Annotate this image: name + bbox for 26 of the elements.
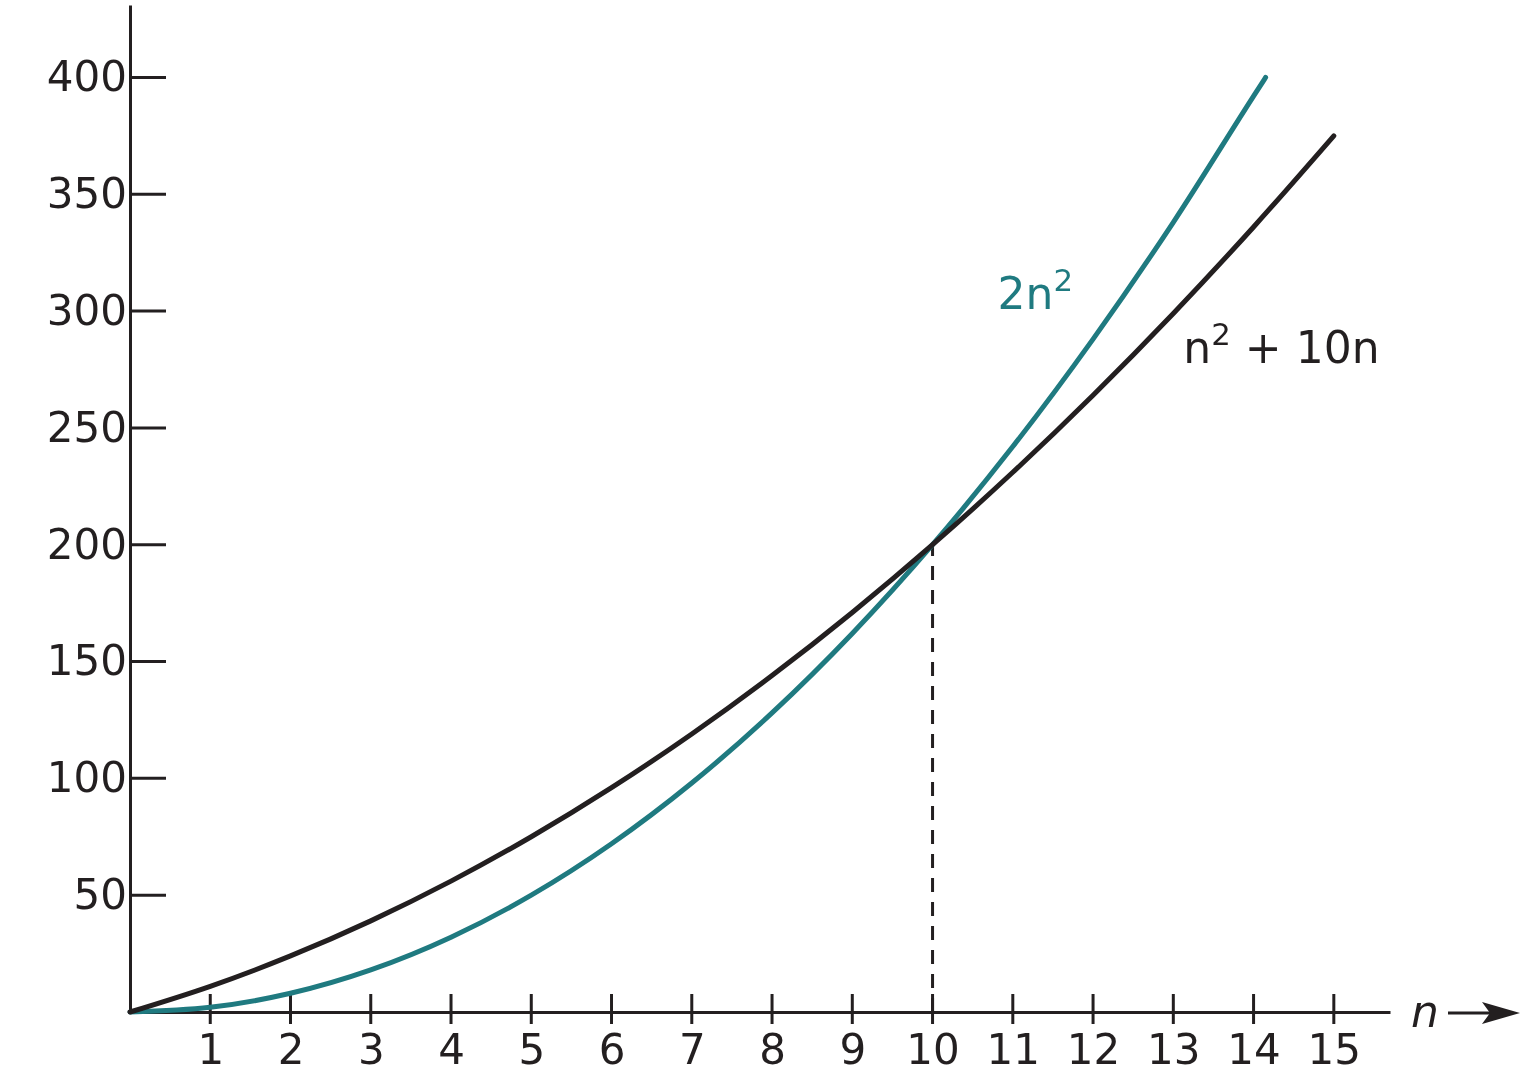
x-tick-label: 5 bbox=[518, 1024, 546, 1074]
x-tick-label: 6 bbox=[598, 1024, 626, 1074]
x-tick-label: 13 bbox=[1147, 1024, 1201, 1074]
x-tick-label: 2 bbox=[277, 1024, 305, 1074]
x-tick-label: 3 bbox=[357, 1024, 385, 1074]
y-tick-label: 200 bbox=[46, 519, 127, 569]
x-tick-label: 10 bbox=[906, 1024, 960, 1074]
y-tick-label: 100 bbox=[46, 753, 127, 803]
x-tick-label: 12 bbox=[1066, 1024, 1121, 1074]
x-tick-label: 14 bbox=[1227, 1024, 1281, 1074]
x-tick-label: 1 bbox=[197, 1024, 225, 1074]
x-tick-label: 8 bbox=[759, 1024, 786, 1074]
x-tick-label: 11 bbox=[986, 1024, 1041, 1074]
y-tick-label: 350 bbox=[46, 169, 127, 219]
x-axis-title: n bbox=[1411, 986, 1439, 1037]
y-tick-label: 50 bbox=[73, 870, 127, 920]
x-tick-label: 4 bbox=[438, 1024, 465, 1074]
y-tick-label: 250 bbox=[46, 402, 127, 452]
x-tick-label: 9 bbox=[839, 1024, 867, 1074]
x-tick-label: 7 bbox=[678, 1024, 706, 1074]
x-tick-label: 15 bbox=[1307, 1024, 1362, 1074]
y-tick-label: 300 bbox=[46, 286, 127, 336]
series-label: 2n$^{2}$ bbox=[997, 262, 1074, 320]
y-tick-label: 400 bbox=[46, 52, 127, 102]
series-label: n$^{2}$ + 10n bbox=[1183, 316, 1380, 374]
y-tick-label: 150 bbox=[46, 636, 127, 686]
